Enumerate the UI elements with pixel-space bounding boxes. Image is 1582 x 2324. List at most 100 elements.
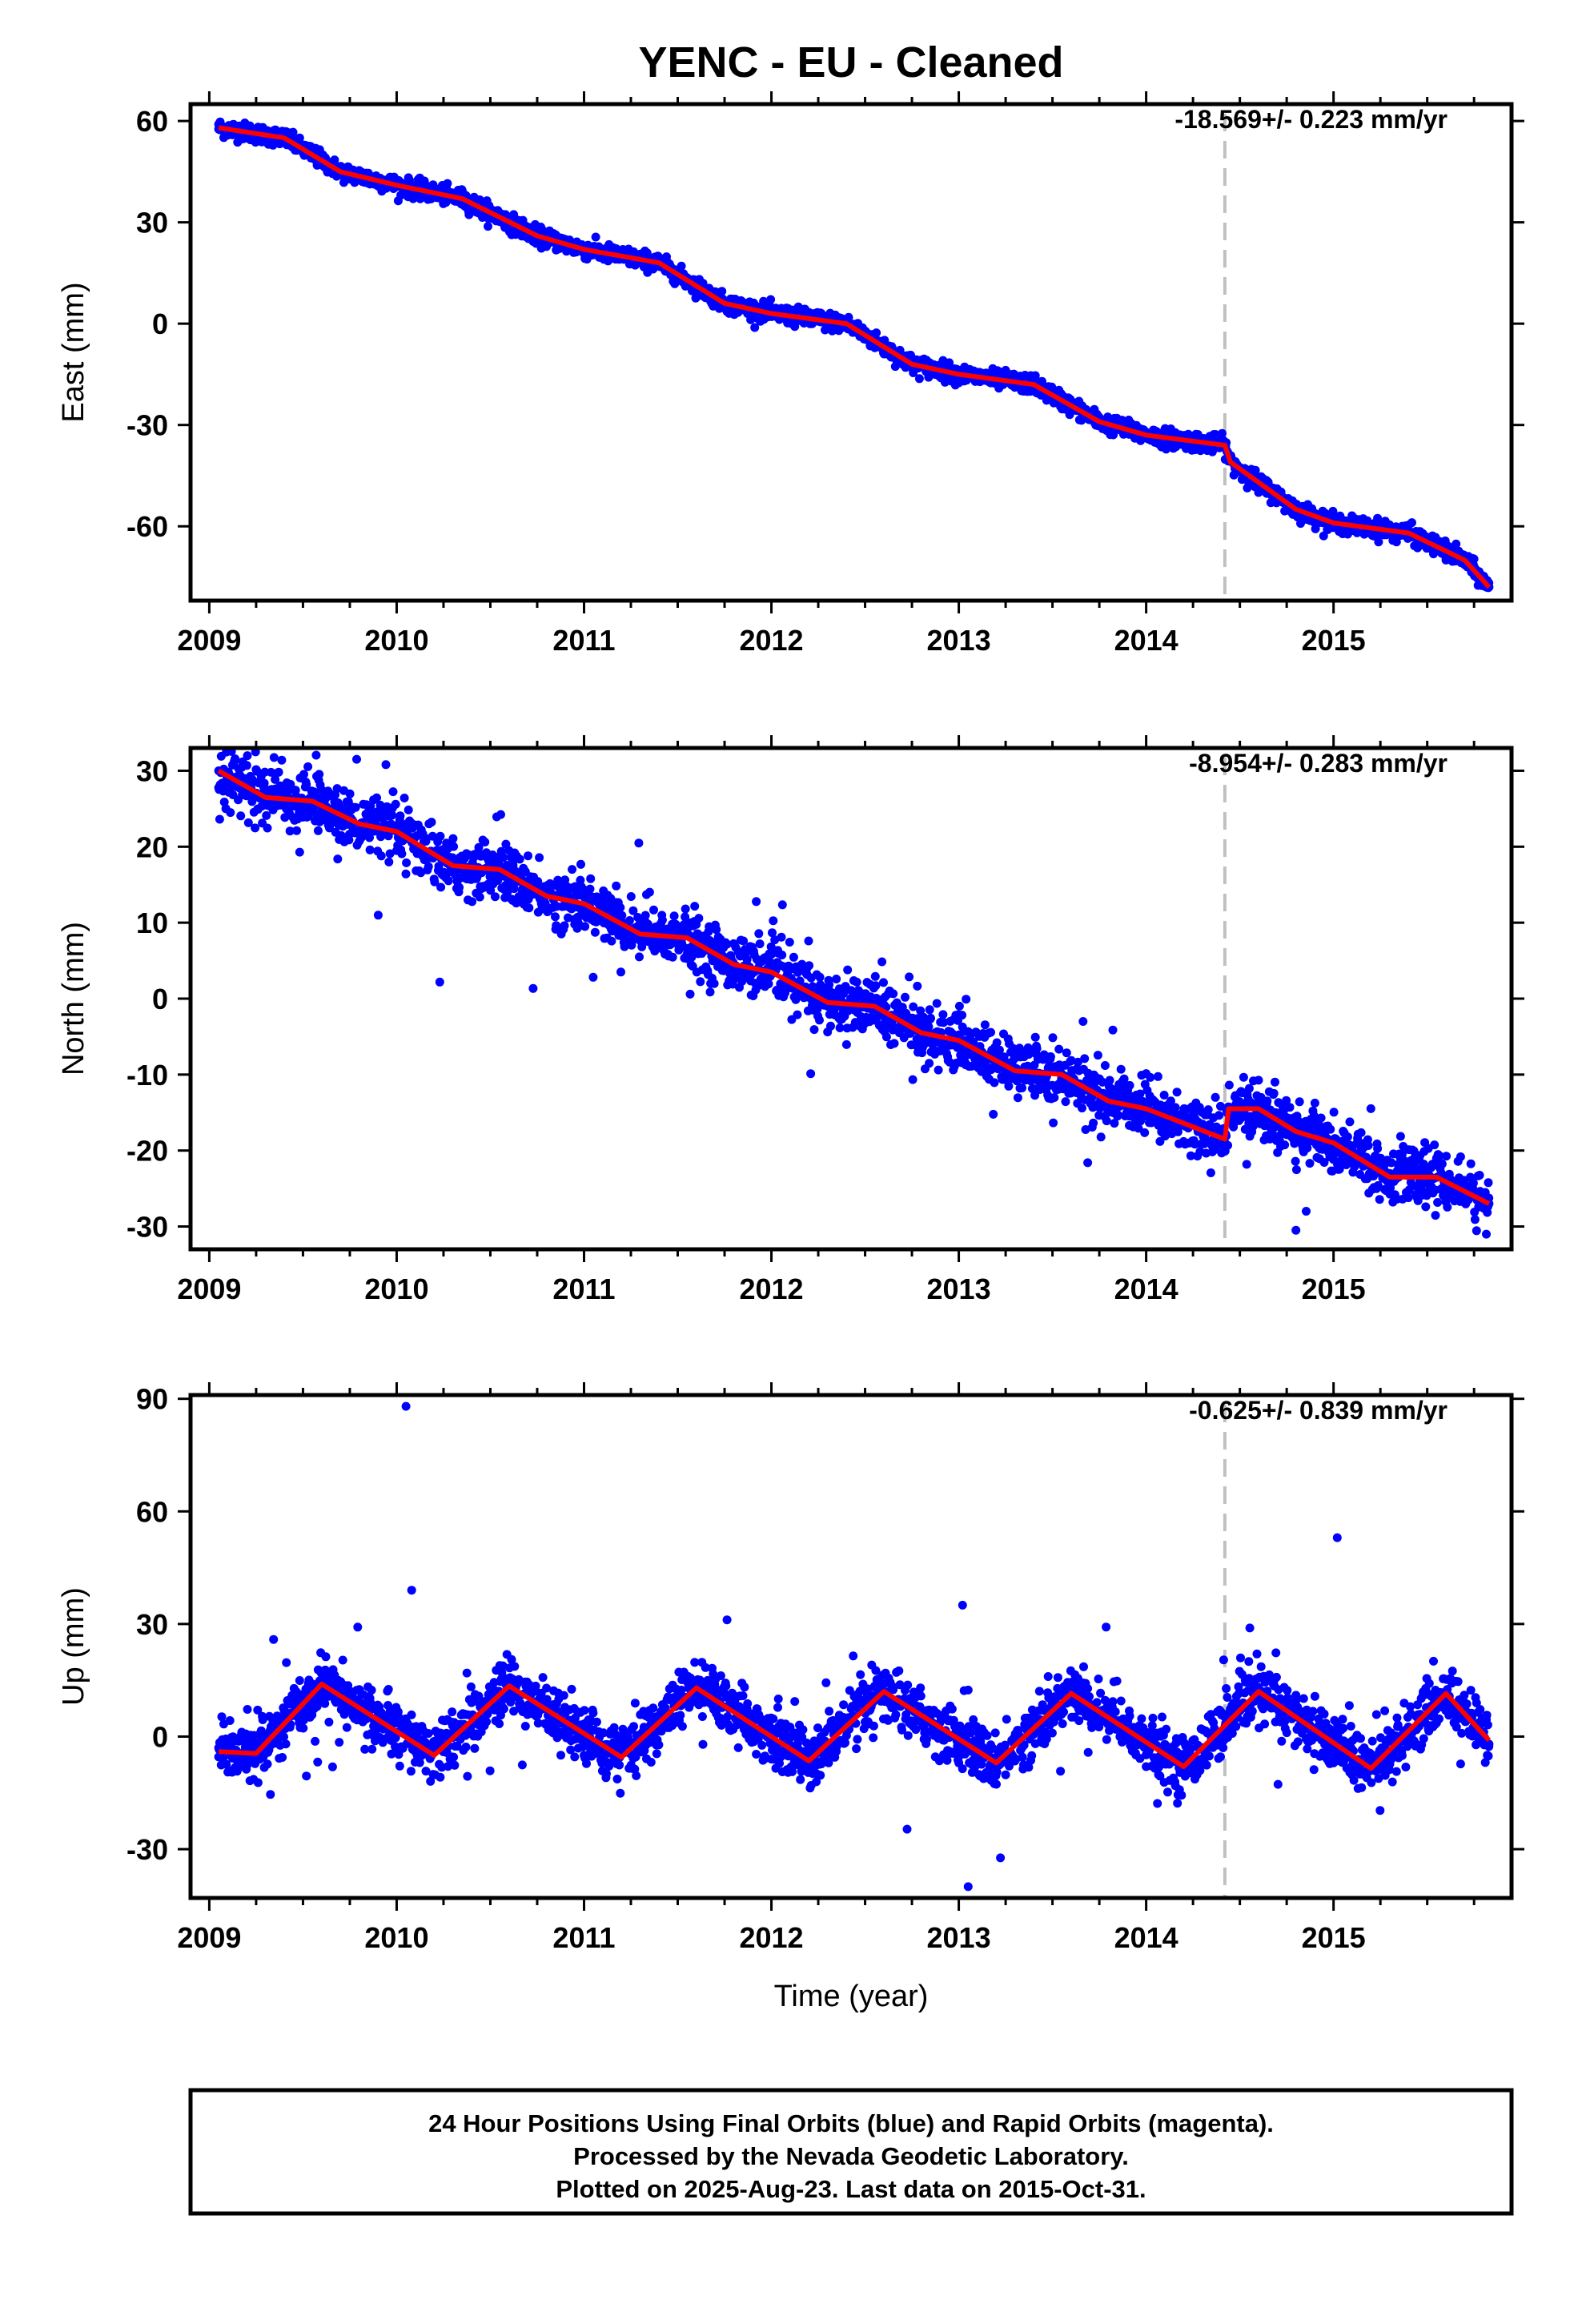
data-point: [722, 939, 732, 949]
data-point: [484, 222, 492, 231]
data-point: [435, 977, 444, 987]
data-point: [1046, 1052, 1055, 1061]
data-point: [938, 1010, 948, 1019]
data-point: [1089, 1118, 1098, 1128]
data-point: [914, 374, 924, 384]
data-point: [925, 1005, 934, 1015]
data-point: [872, 328, 881, 338]
data-points-north: [214, 748, 1494, 1285]
data-point: [1146, 1072, 1155, 1082]
data-point: [424, 862, 433, 871]
data-point: [986, 1027, 995, 1037]
y-tick-label: -30: [126, 409, 168, 442]
data-point: [1134, 1124, 1143, 1133]
data-point: [1098, 1077, 1107, 1087]
data-point: [376, 851, 386, 861]
data-point: [1008, 1043, 1018, 1053]
data-point: [502, 861, 512, 870]
data-point: [449, 842, 459, 851]
data-point: [351, 802, 360, 812]
data-point: [1280, 1140, 1290, 1150]
data-point: [649, 905, 658, 915]
data-point: [1032, 1043, 1042, 1053]
data-point: [1395, 1132, 1405, 1141]
data-point: [1319, 1158, 1329, 1167]
data-point: [1430, 1140, 1439, 1150]
data-point: [742, 955, 752, 964]
data-point: [404, 805, 413, 814]
x-tick-label: 2013: [927, 624, 991, 657]
data-point: [841, 1039, 851, 1049]
data-point: [1170, 1103, 1180, 1112]
data-point: [263, 823, 272, 833]
data-point: [1083, 1158, 1093, 1168]
data-point: [243, 818, 253, 827]
data-point: [1305, 1159, 1315, 1168]
data-point: [1211, 1092, 1220, 1102]
data-point: [832, 975, 841, 983]
data-point: [1215, 1111, 1224, 1120]
data-point: [777, 951, 787, 959]
data-point: [397, 849, 407, 858]
data-point: [1203, 1105, 1213, 1115]
data-point: [311, 750, 321, 760]
data-point: [905, 972, 914, 982]
data-point: [365, 845, 375, 854]
data-point: [1242, 1160, 1251, 1169]
data-point: [1343, 1132, 1352, 1142]
data-point: [436, 883, 446, 892]
data-point: [1113, 1110, 1122, 1120]
data-point: [421, 837, 431, 846]
data-point: [1140, 1128, 1150, 1137]
data-point: [1073, 1057, 1082, 1067]
data-point: [932, 999, 942, 1008]
data-point: [251, 748, 260, 757]
fit-line-east: [218, 125, 1492, 589]
data-point: [870, 971, 880, 981]
data-point: [1096, 1132, 1106, 1142]
data-point: [474, 842, 484, 852]
panel-frame: [188, 102, 1514, 603]
data-point: [588, 972, 598, 982]
data-point: [1397, 1256, 1406, 1265]
x-tick-label: 2015: [1302, 624, 1366, 657]
data-point: [299, 770, 308, 779]
data-point: [1004, 1081, 1014, 1091]
data-point: [352, 754, 361, 764]
data-point: [585, 884, 595, 894]
data-point: [909, 1002, 918, 1011]
data-point: [468, 897, 477, 907]
data-point: [551, 912, 560, 922]
data-point: [1407, 518, 1416, 528]
data-point: [612, 881, 621, 891]
data-point: [499, 853, 508, 862]
data-point: [793, 1010, 802, 1019]
data-point: [400, 794, 409, 802]
data-point: [372, 793, 381, 802]
data-point: [925, 1059, 934, 1068]
data-point: [260, 767, 270, 777]
data-point: [1403, 1277, 1411, 1285]
data-point: [994, 1045, 1004, 1055]
data-point: [388, 787, 398, 797]
data-point: [871, 981, 881, 991]
data-point: [901, 992, 909, 1002]
data-point: [690, 902, 700, 911]
data-point: [528, 983, 538, 993]
data-point: [752, 897, 761, 907]
data-point: [242, 791, 251, 801]
data-point: [1373, 1144, 1383, 1153]
data-point: [754, 929, 764, 939]
data-point: [1100, 1061, 1110, 1070]
data-point: [809, 1025, 819, 1035]
data-point: [1078, 1104, 1086, 1113]
data-point: [616, 903, 625, 912]
data-point: [384, 857, 394, 866]
data-point: [1223, 1140, 1232, 1150]
data-point: [1295, 1097, 1304, 1107]
data-point: [634, 838, 644, 848]
data-point: [712, 925, 721, 935]
